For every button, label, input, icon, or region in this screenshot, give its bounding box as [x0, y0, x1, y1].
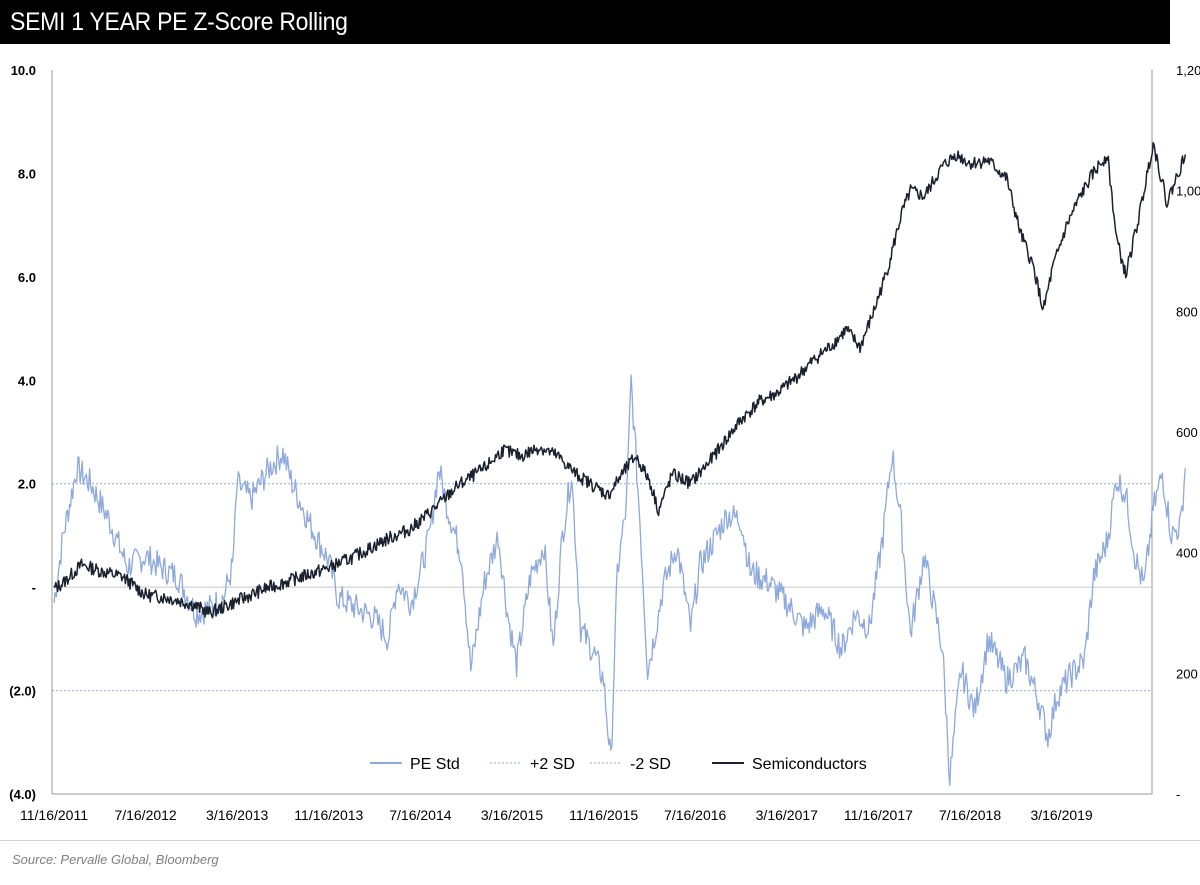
left-tick-label: (2.0)	[9, 684, 36, 699]
right-tick-label: 800	[1176, 304, 1198, 319]
semiconductors-series-line	[53, 142, 1187, 619]
left-tick-label: 6.0	[18, 270, 36, 285]
source-note: Source: Pervalle Global, Bloomberg	[12, 852, 219, 867]
x-tick-label: 7/16/2012	[114, 807, 176, 823]
right-tick-label: 400	[1176, 546, 1198, 561]
legend-label-pe_std: PE Std	[410, 756, 460, 773]
footer-divider	[0, 840, 1200, 841]
right-tick-label: -	[1176, 787, 1180, 802]
x-tick-label: 7/16/2016	[664, 807, 726, 823]
x-tick-label: 3/16/2015	[481, 807, 543, 823]
chart: 10.0 8.0 6.0 4.0 2.0 - (2.0) (4.0) 1,200 1,000 80…	[9, 63, 1200, 823]
left-tick-label: 2.0	[18, 477, 36, 492]
left-tick-label: 10.0	[11, 63, 36, 78]
right-y-axis: 1,200 1,000 800 600 400 200 -	[1176, 63, 1200, 802]
x-tick-label: 11/16/2017	[844, 807, 913, 823]
x-tick-label: 7/16/2018	[939, 807, 1001, 823]
legend-label-minus2sd: -2 SD	[630, 756, 671, 773]
left-tick-label: (4.0)	[9, 787, 36, 802]
right-tick-label: 200	[1176, 666, 1198, 681]
series-layer	[53, 142, 1187, 786]
chart-title-bar: SEMI 1 YEAR PE Z-Score Rolling	[0, 0, 1170, 44]
legend-label-plus2sd: +2 SD	[530, 756, 575, 773]
right-tick-label: 1,000	[1176, 184, 1200, 199]
left-tick-label: 8.0	[18, 166, 36, 181]
left-tick-label: -	[32, 580, 36, 595]
plot-frame	[51, 70, 1153, 795]
legend-label-semiconductors: Semiconductors	[752, 756, 867, 773]
reference-lines	[52, 483, 1152, 692]
x-tick-label: 11/16/2015	[569, 807, 638, 823]
x-tick-label: 3/16/2019	[1030, 807, 1092, 823]
pe-std-series-line	[53, 374, 1186, 786]
chart-title: SEMI 1 YEAR PE Z-Score Rolling	[10, 8, 348, 36]
x-tick-label: 3/16/2013	[206, 807, 268, 823]
right-tick-label: 600	[1176, 425, 1198, 440]
x-tick-label: 11/16/2011	[20, 807, 88, 823]
left-tick-label: 4.0	[18, 373, 36, 388]
legend: PE Std +2 SD -2 SD Semiconductors	[370, 756, 867, 773]
right-tick-label: 1,200	[1176, 63, 1200, 78]
x-tick-label: 7/16/2014	[389, 807, 451, 823]
x-tick-label: 11/16/2013	[294, 807, 363, 823]
x-tick-label: 3/16/2017	[756, 807, 818, 823]
x-axis: 11/16/2011 7/16/2012 3/16/2013 11/16/2013 7/…	[20, 807, 1093, 823]
left-y-axis: 10.0 8.0 6.0 4.0 2.0 - (2.0) (4.0)	[9, 63, 36, 802]
